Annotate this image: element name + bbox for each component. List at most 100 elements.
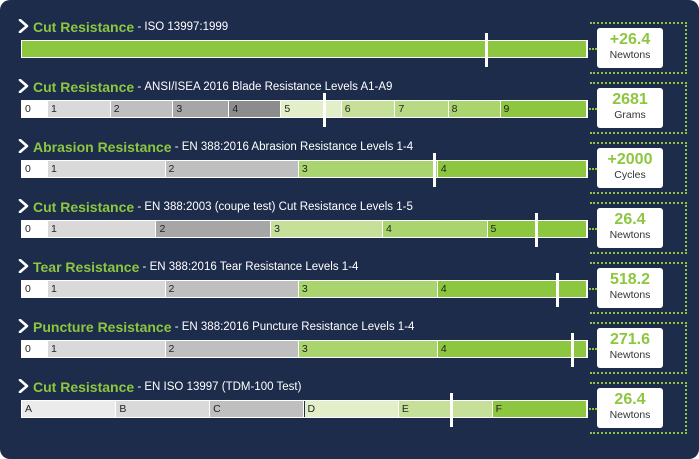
segment-label: 2 — [168, 163, 175, 175]
level-segment: 1 — [47, 281, 166, 297]
value-marker — [535, 213, 539, 247]
value-box: 271.6 Newtons — [597, 328, 663, 368]
chevron-right-icon — [18, 379, 29, 393]
row-subtitle: EN 388:2003 (coupe test) Cut Resistance … — [144, 201, 413, 213]
level-segment: 1 — [47, 341, 166, 357]
row-separator: - — [139, 261, 150, 273]
value-box: 2681 Grams — [597, 88, 663, 128]
dotted-frame — [590, 322, 687, 374]
level-segment: 0 — [22, 281, 48, 297]
value-marker — [570, 333, 574, 367]
level-segment: 3 — [298, 161, 438, 177]
dotted-frame — [590, 382, 687, 434]
level-segment: 3 — [173, 101, 230, 117]
value-number: 26.4 — [614, 211, 646, 228]
level-segment: C — [210, 401, 305, 417]
value-box: 26.4 Newtons — [597, 388, 663, 428]
segment-label: 0 — [25, 163, 31, 175]
row-title: Cut Resistance — [33, 19, 135, 35]
level-segment: 5 — [281, 101, 342, 117]
dotted-connector — [589, 48, 597, 50]
segment-label: 4 — [232, 103, 239, 115]
segment-label: B — [119, 403, 127, 415]
level-segment: 2 — [156, 221, 272, 237]
row-title: Tear Resistance — [33, 259, 140, 275]
level-bar: 0 1 2 3 4 — [21, 333, 588, 367]
value-unit: Cycles — [614, 169, 646, 181]
row-separator: - — [171, 321, 182, 333]
chevron-right-icon — [18, 79, 29, 93]
level-segment: 4 — [437, 341, 587, 357]
value-marker — [322, 93, 326, 127]
resistance-row: Cut Resistance - EN ISO 13997 (TDM-100 T… — [0, 377, 699, 440]
segment-label: 2 — [113, 103, 120, 115]
level-bar: 0 1 2 3 4 — [21, 153, 588, 187]
chevron-right-icon — [18, 139, 29, 153]
value-unit: Grams — [614, 109, 646, 121]
segment-label: 3 — [274, 223, 280, 235]
level-segment: 1 — [47, 161, 166, 177]
chevron-right-icon — [18, 259, 29, 273]
row-heading: Cut Resistance - EN ISO 13997 (TDM-100 T… — [18, 377, 301, 397]
dotted-connector — [589, 408, 597, 410]
level-segment: 2 — [165, 161, 299, 177]
dotted-connector — [589, 168, 597, 170]
dotted-frame — [590, 22, 687, 74]
row-title: Puncture Resistance — [33, 319, 172, 335]
level-bar: A B C D E F — [21, 393, 588, 427]
resistance-row: Cut Resistance - ISO 13997:1999 +26.4 Newt… — [0, 19, 699, 80]
row-subtitle: EN 388:2016 Abrasion Resistance Levels 1… — [181, 141, 414, 153]
level-segment: 4 — [437, 161, 587, 177]
value-unit: Newtons — [609, 289, 651, 301]
level-segment: 1 — [47, 101, 111, 117]
level-segment: 2 — [165, 341, 299, 357]
level-segment: 6 — [341, 101, 396, 117]
value-number: 518.2 — [609, 271, 651, 288]
level-segment: 7 — [395, 101, 449, 117]
segment-label: 0 — [25, 103, 31, 115]
row-subtitle: EN ISO 13997 (TDM-100 Test) — [144, 381, 302, 393]
value-marker — [432, 153, 436, 187]
value-unit: Newtons — [609, 409, 651, 421]
row-title: Cut Resistance — [33, 379, 135, 395]
row-separator: - — [171, 141, 182, 153]
segment-label: 1 — [50, 103, 57, 115]
row-separator: - — [134, 21, 145, 33]
level-bar: 0 1 2 3 4 5 — [21, 213, 588, 247]
segment-label: 1 — [50, 223, 57, 235]
row-separator: - — [134, 81, 145, 93]
row-separator: - — [134, 201, 145, 213]
row-subtitle: EN 388:2016 Puncture Resistance Levels 1… — [181, 321, 415, 333]
level-segment: 0 — [22, 341, 48, 357]
value-number: +2000 — [607, 151, 653, 168]
dotted-frame — [590, 142, 687, 194]
level-segment: 0 — [22, 221, 48, 237]
level-segment: 2 — [165, 281, 299, 297]
value-unit: Newtons — [609, 49, 651, 61]
row-subtitle: EN 388:2016 Tear Resistance Levels 1-4 — [149, 261, 359, 273]
segment-label: F — [495, 403, 503, 415]
row-title: Abrasion Resistance — [33, 139, 172, 155]
resistance-row: Cut Resistance - EN 388:2003 (coupe test… — [0, 199, 699, 260]
level-segment: 3 — [271, 221, 384, 237]
dotted-connector — [589, 288, 597, 290]
level-bar: 0 1 2 3 4 — [21, 273, 588, 307]
segment-label: C — [213, 403, 221, 415]
segment-label: 4 — [440, 163, 447, 175]
value-number: +26.4 — [609, 31, 651, 48]
segment-label: 0 — [25, 343, 31, 355]
level-segment: B — [116, 401, 211, 417]
level-segment: 4 — [437, 281, 587, 297]
segment-label: 0 — [25, 223, 31, 235]
resistance-row: Puncture Resistance - EN 388:2016 Punctu… — [0, 319, 699, 380]
segment-label: A — [25, 403, 33, 415]
level-bar: 0 1 2 3 4 5 6 7 8 9 — [21, 93, 588, 127]
dotted-connector — [589, 348, 597, 350]
level-segment: 0 — [22, 161, 48, 177]
segment-label: 3 — [176, 103, 183, 115]
value-number: 2681 — [612, 91, 648, 108]
level-segment: A — [22, 401, 117, 417]
row-separator: - — [134, 381, 145, 393]
segment-label: 1 — [50, 343, 57, 355]
